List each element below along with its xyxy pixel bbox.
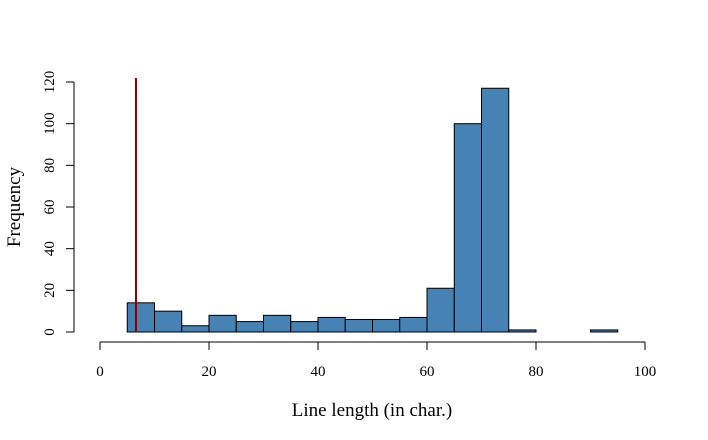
histogram-bar bbox=[235, 321, 264, 333]
histogram-bar bbox=[126, 302, 155, 333]
histogram-bar bbox=[426, 287, 455, 333]
x-tick-label: 60 bbox=[420, 364, 435, 380]
histogram-bar bbox=[590, 329, 619, 333]
y-axis: 0 20 40 60 80 100 120 bbox=[42, 71, 75, 336]
y-tick-label: 20 bbox=[42, 283, 58, 298]
histogram-bar bbox=[481, 87, 510, 333]
y-tick-label: 40 bbox=[42, 241, 58, 256]
y-tick-label: 100 bbox=[42, 112, 58, 134]
histogram-bar bbox=[208, 314, 237, 333]
x-tick-label: 20 bbox=[202, 364, 217, 380]
histogram-bar bbox=[372, 319, 401, 333]
histogram-bar bbox=[263, 314, 292, 333]
x-axis-title: Line length (in char.) bbox=[292, 400, 452, 421]
y-tick-label: 80 bbox=[42, 158, 58, 173]
histogram-bar bbox=[453, 123, 482, 333]
histogram-bar bbox=[317, 316, 346, 333]
histogram-bars bbox=[126, 87, 619, 333]
y-axis-title: Frequency bbox=[4, 166, 25, 247]
histogram-bar bbox=[290, 321, 319, 333]
x-axis: 0 20 40 60 80 100 bbox=[96, 341, 657, 380]
histogram-bar bbox=[508, 329, 537, 333]
histogram-bar bbox=[181, 325, 210, 333]
histogram-bar bbox=[154, 310, 183, 333]
histogram-bar bbox=[344, 319, 373, 333]
x-tick-label: 80 bbox=[529, 364, 544, 380]
y-tick-label: 0 bbox=[42, 328, 58, 336]
histogram-bar bbox=[399, 316, 428, 333]
x-tick-label: 40 bbox=[311, 364, 326, 380]
y-tick-label: 60 bbox=[42, 200, 58, 215]
x-tick-label: 100 bbox=[634, 364, 657, 380]
x-tick-label: 0 bbox=[96, 364, 104, 380]
y-tick-label: 120 bbox=[42, 71, 58, 94]
